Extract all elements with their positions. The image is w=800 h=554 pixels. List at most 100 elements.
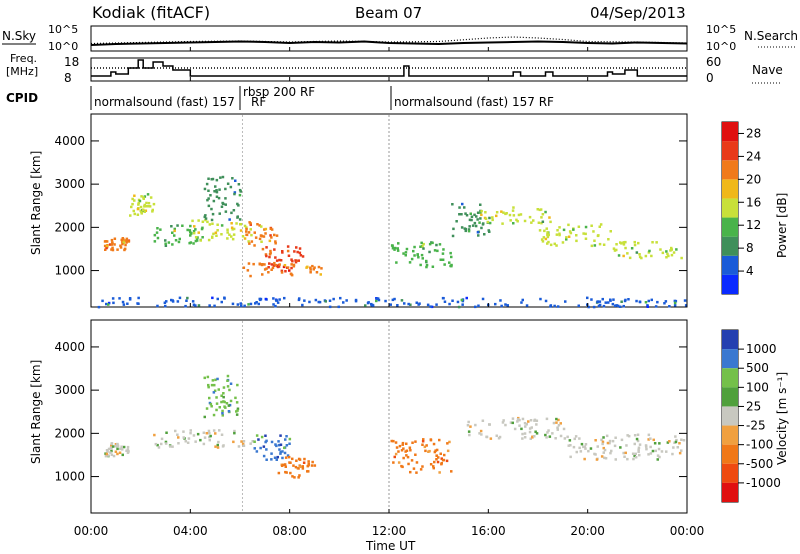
power-cell-3-19 (230, 235, 233, 238)
power-cell-10-15 (512, 222, 515, 225)
velocity-cell-0-19 (116, 442, 119, 446)
power-cell-2-35 (181, 224, 184, 227)
power-cell-10-2 (500, 210, 503, 213)
power-cell-5-4 (249, 223, 252, 226)
velocity-cell-1-34 (233, 431, 236, 435)
power-cell-0-6 (111, 248, 115, 252)
power-cell-5-26 (274, 240, 277, 243)
power-cell-4-33 (205, 182, 209, 186)
power-cell-13-98 (499, 299, 502, 302)
power-cell-0-36 (125, 241, 128, 244)
velocity-cell-3-39 (285, 435, 288, 438)
velocity-cell-7-4 (657, 447, 661, 451)
velocity-cell-5-59 (401, 465, 404, 469)
power-cell-13-24 (170, 298, 173, 302)
power-cell-7-30 (249, 274, 252, 278)
power-cell-2-27 (177, 240, 181, 244)
power-cell-2-26 (164, 242, 167, 245)
velocity-colorbar-tick-label-0: 1000 (746, 342, 777, 356)
velocity-cell-4-20 (297, 457, 301, 461)
velocity-cell-7-37 (603, 456, 606, 460)
power-cell-0-5 (119, 244, 122, 247)
power-cell-3-18 (249, 228, 252, 231)
velocity-cell-6-56 (488, 423, 491, 426)
power-cell-8-49 (419, 263, 422, 267)
velocity-cell-7-48 (613, 444, 617, 448)
power-cell-13-173 (474, 305, 477, 309)
power-cell-8-19 (438, 243, 442, 246)
velocity-cell-5-16 (446, 449, 450, 453)
velocity-cell-7-46 (633, 454, 636, 458)
power-cell-2-36 (200, 227, 204, 231)
power-cell-8-5 (421, 245, 424, 248)
power-cell-2-28 (189, 241, 193, 244)
velocity-cell-7-8 (602, 446, 605, 450)
power-cell-4-44 (230, 211, 233, 215)
velocity-cell-1-51 (205, 432, 209, 435)
power-cell-13-185 (426, 303, 430, 307)
power-cell-10-7 (544, 210, 547, 214)
power-cell-4-38 (224, 197, 227, 200)
velocity-cell-0-11 (112, 454, 116, 458)
velocity-cell-6-5 (513, 427, 517, 431)
velocity-cell-6-32 (551, 432, 554, 435)
velocity-cell-1-56 (208, 438, 211, 442)
power-cell-11-7 (546, 235, 550, 239)
power-cell-12-6 (633, 240, 636, 244)
power-cell-3-25 (207, 238, 211, 242)
power-colorbar-swatch-4 (722, 198, 738, 218)
power-cell-3-1 (220, 224, 224, 227)
power-cell-3-34 (204, 218, 207, 222)
velocity-cell-1-36 (249, 442, 252, 445)
power-cell-13-112 (407, 302, 410, 306)
velocity-cell-1-18 (203, 436, 207, 439)
power-cell-6-22 (299, 254, 303, 257)
velocity-cell-3-37 (281, 450, 284, 453)
power-cell-13-85 (297, 298, 301, 302)
power-cell-3-35 (194, 236, 198, 239)
velocity-cell-6-17 (547, 429, 550, 432)
power-cell-9-3 (458, 213, 461, 216)
velocity-cell-7-77 (569, 444, 572, 447)
velocity-cell-6-18 (489, 437, 493, 440)
power-cell-13-75 (128, 298, 132, 301)
power-cell-4-2 (212, 199, 216, 203)
power-cell-3-32 (231, 228, 234, 231)
velocity-cell-7-84 (594, 439, 597, 442)
xtick-label-3: 12:00 (372, 524, 407, 538)
velocity-colorbar-tick-label-7: -1000 (746, 476, 781, 490)
power-cell-13-74 (298, 297, 301, 300)
velocity-cell-7-69 (653, 442, 657, 445)
power-cell-8-44 (441, 258, 445, 261)
power-cell-3-33 (230, 222, 233, 225)
power-cell-13-8 (504, 303, 507, 306)
power-cell-6-4 (295, 259, 299, 262)
power-cell-9-21 (463, 227, 467, 230)
power-cell-13-142 (460, 298, 464, 302)
velocity-cell-3-14 (265, 458, 268, 461)
nave-label: Nave (752, 63, 783, 77)
velocity-cell-4-26 (285, 471, 288, 474)
power-cell-1-29 (131, 197, 134, 201)
velocity-cell-4-6 (307, 460, 310, 463)
power-cell-4-40 (219, 176, 222, 179)
power-cell-13-27 (164, 304, 167, 308)
power-cell-7-8 (290, 263, 293, 266)
velocity-cell-2-6 (210, 383, 214, 387)
velocity-cell-1-13 (164, 442, 168, 445)
velocity-cell-0-14 (104, 454, 108, 458)
velocity-cell-1-48 (165, 431, 168, 434)
velocity-cell-5-11 (432, 465, 435, 468)
power-cell-11-20 (598, 242, 602, 246)
power-cell-13-179 (620, 300, 623, 303)
velocity-cell-1-2 (164, 440, 168, 444)
velocity-cell-7-12 (609, 451, 612, 455)
power-cell-1-33 (137, 201, 140, 205)
power-cell-0-13 (110, 248, 113, 251)
power-cell-1-38 (131, 202, 134, 206)
power-cell-0-18 (116, 248, 119, 251)
power-cell-7-3 (267, 271, 270, 274)
power-cell-10-42 (549, 220, 552, 224)
velocity-cell-5-7 (411, 441, 414, 444)
